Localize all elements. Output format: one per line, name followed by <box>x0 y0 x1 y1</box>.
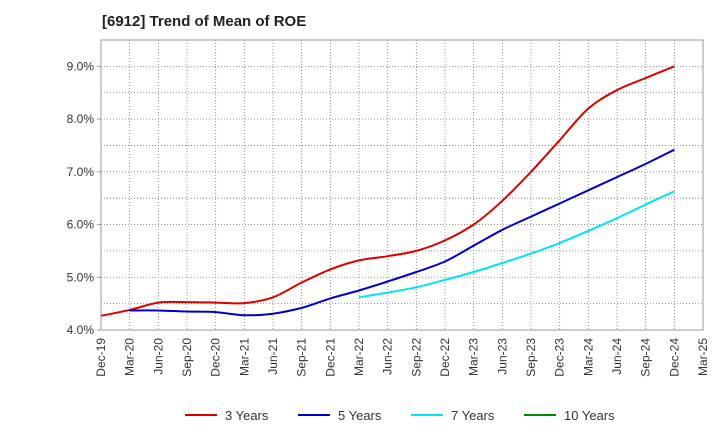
x-tick-label: Mar-22 <box>352 338 366 376</box>
x-tick-label: Jun-21 <box>266 338 280 375</box>
legend-label-10-years: 10 Years <box>564 408 615 423</box>
x-tick-label: Sep-21 <box>295 338 309 377</box>
legend: 3 Years 5 Years 7 Years 10 Years <box>185 408 615 423</box>
x-tick-label: Sep-22 <box>409 338 423 377</box>
x-tick-label: Dec-22 <box>438 338 452 377</box>
y-tick-label: 9.0% <box>67 59 95 73</box>
x-tick-label: Dec-23 <box>553 338 567 377</box>
x-tick-label: Mar-24 <box>581 338 595 376</box>
y-tick-label: 8.0% <box>67 112 95 126</box>
x-tick-label: Mar-21 <box>237 338 251 376</box>
series-line-5-years <box>129 148 675 317</box>
x-tick-label: Mar-20 <box>123 338 137 376</box>
x-tick-label: Mar-25 <box>696 338 710 376</box>
x-tick-label: Dec-24 <box>667 338 681 377</box>
x-tick-label: Dec-19 <box>94 338 108 377</box>
y-tick-label: 6.0% <box>67 218 95 232</box>
y-tick-label: 4.0% <box>67 323 95 337</box>
x-tick-label: Mar-23 <box>467 338 481 376</box>
x-tick-label: Sep-20 <box>180 338 194 377</box>
x-tick-label: Jun-20 <box>151 338 165 375</box>
chart-title: [6912] Trend of Mean of ROE <box>102 13 307 30</box>
grid <box>100 39 704 331</box>
x-tick-label: Dec-21 <box>323 338 337 377</box>
x-tick-label: Sep-23 <box>524 338 538 377</box>
plot-frame <box>100 39 704 331</box>
series-line-7-years <box>358 190 675 299</box>
series-lines <box>100 65 675 317</box>
legend-label-7-years: 7 Years <box>451 408 495 423</box>
series-line-3-years <box>100 65 675 317</box>
x-tick-label: Sep-24 <box>639 338 653 377</box>
y-tick-label: 5.0% <box>67 270 95 284</box>
legend-label-3-years: 3 Years <box>225 408 269 423</box>
y-tick-label: 7.0% <box>67 165 95 179</box>
x-tick-label: Dec-20 <box>209 338 223 377</box>
x-tick-label: Jun-24 <box>610 338 624 375</box>
x-axis-ticks: Dec-19 Mar-20 Jun-20 Sep-20 Dec-20 Mar-21 Jun-… <box>94 338 710 377</box>
x-tick-label: Jun-23 <box>495 338 509 375</box>
y-axis-ticks: 4.0% 5.0% 6.0% 7.0% 8.0% 9.0% <box>67 59 101 337</box>
legend-label-5-years: 5 Years <box>338 408 382 423</box>
x-tick-label: Jun-22 <box>381 338 395 375</box>
